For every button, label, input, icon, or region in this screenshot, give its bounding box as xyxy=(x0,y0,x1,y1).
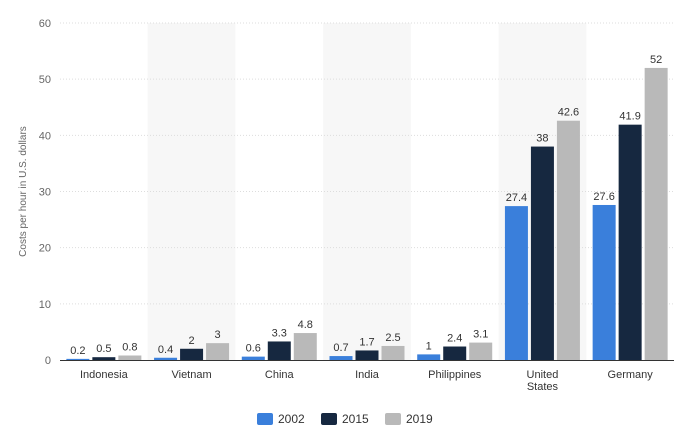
data-label: 0.8 xyxy=(122,342,137,354)
legend: 2002 2015 2019 xyxy=(257,412,433,426)
x-tick-label: Germany xyxy=(608,369,654,381)
y-tick-label: 50 xyxy=(39,74,51,86)
x-tick-label: Indonesia xyxy=(80,369,129,381)
bar-2015[interactable] xyxy=(92,357,116,360)
bar-2019[interactable] xyxy=(381,345,405,360)
legend-swatch-2019[interactable] xyxy=(385,413,401,425)
gridlines xyxy=(60,22,674,305)
bar-2002[interactable] xyxy=(154,357,178,360)
bar-2002[interactable] xyxy=(417,354,441,360)
bar-2019[interactable] xyxy=(556,120,580,360)
data-label: 1 xyxy=(426,340,432,352)
y-tick-label: 30 xyxy=(39,187,51,199)
bar-2019[interactable] xyxy=(206,343,230,360)
x-tick-label: Vietnam xyxy=(171,369,211,381)
data-label: 42.6 xyxy=(558,107,579,119)
data-labels: 0.2 0.5 0.8 0.4 2 3 0.6 3.3 4.8 0.7 1.7 2.5 1 2.4 3.1 2… xyxy=(70,54,662,357)
y-tick-label: 20 xyxy=(39,243,51,255)
bar-2015[interactable] xyxy=(443,346,467,360)
data-label: 3.1 xyxy=(473,329,488,341)
bar-2019[interactable] xyxy=(644,67,668,360)
y-axis-ticks: 0 10 20 30 40 50 60 xyxy=(39,18,51,367)
x-tick-label: India xyxy=(355,369,380,381)
bar-2002[interactable] xyxy=(66,358,90,360)
data-label: 0.7 xyxy=(333,342,348,354)
data-label: 0.5 xyxy=(96,343,111,355)
data-label: 4.8 xyxy=(298,319,313,331)
data-label: 2.5 xyxy=(385,332,400,344)
bar-2015[interactable] xyxy=(180,348,204,360)
data-label: 3.3 xyxy=(272,327,287,339)
legend-label-2015[interactable]: 2015 xyxy=(342,412,369,426)
legend-label-2019[interactable]: 2019 xyxy=(406,412,433,426)
bar-2002[interactable] xyxy=(592,204,616,360)
bar-2015[interactable] xyxy=(618,124,642,360)
data-label: 27.4 xyxy=(506,192,527,204)
bar-2019[interactable] xyxy=(293,333,317,360)
x-tick-label: United States xyxy=(527,369,559,393)
data-label: 1.7 xyxy=(359,336,374,348)
bars xyxy=(66,67,668,360)
data-label: 52 xyxy=(650,54,662,66)
bar-2019[interactable] xyxy=(469,342,493,360)
data-label: 0.6 xyxy=(246,343,261,355)
x-tick-label: Philippines xyxy=(428,369,482,381)
y-tick-label: 10 xyxy=(39,299,51,311)
legend-swatch-2015[interactable] xyxy=(321,413,337,425)
bar-2002[interactable] xyxy=(504,206,528,360)
data-label: 3 xyxy=(215,329,221,341)
data-label: 41.9 xyxy=(619,111,640,123)
y-axis-label: Costs per hour in U.S. dollars xyxy=(18,126,29,257)
data-label: 2.4 xyxy=(447,333,462,345)
bar-2015[interactable] xyxy=(530,146,554,360)
x-tick-label: China xyxy=(265,369,295,381)
data-label: 27.6 xyxy=(593,191,614,203)
y-tick-label: 40 xyxy=(39,130,51,142)
x-axis-labels: Indonesia Vietnam China India Philippines Uni… xyxy=(80,369,653,393)
bar-2015[interactable] xyxy=(267,341,291,360)
y-tick-label: 0 xyxy=(45,355,51,367)
bar-2015[interactable] xyxy=(355,350,379,360)
legend-label-2002[interactable]: 2002 xyxy=(278,412,305,426)
legend-swatch-2002[interactable] xyxy=(257,413,273,425)
bar-2002[interactable] xyxy=(329,356,353,360)
bar-2002[interactable] xyxy=(241,356,265,360)
bar-2019[interactable] xyxy=(118,355,142,360)
y-tick-label: 60 xyxy=(39,18,51,30)
data-label: 2 xyxy=(189,335,195,347)
data-label: 0.4 xyxy=(158,344,173,356)
data-label: 38 xyxy=(536,133,548,145)
data-label: 0.2 xyxy=(70,345,85,357)
